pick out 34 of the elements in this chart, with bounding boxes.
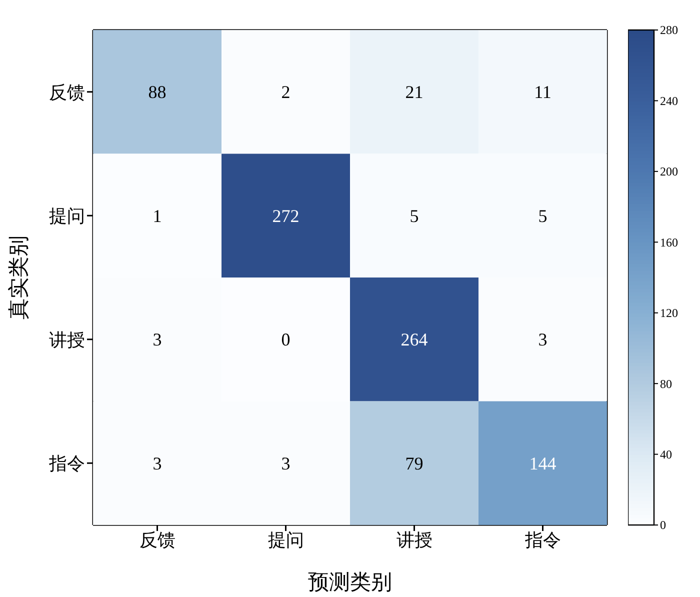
color-bar-label: 280	[660, 23, 678, 38]
data-label: 88	[148, 82, 166, 102]
data-label: 5	[538, 206, 548, 226]
data-label: 0	[281, 330, 290, 350]
data-label: 272	[272, 206, 300, 226]
y-tick-label: 讲授	[49, 330, 85, 350]
data-label: 3	[152, 453, 162, 474]
color-bar-label: 120	[660, 306, 678, 320]
data-label: 11	[534, 82, 552, 102]
data-label: 3	[152, 330, 162, 350]
y-tick-label: 指令	[48, 454, 85, 474]
x-tick-label: 讲授	[396, 530, 432, 550]
data-label: 21	[405, 82, 424, 102]
y-tick-label: 反馈	[49, 82, 85, 102]
x-axis-title: 预测类别	[308, 570, 392, 594]
y-tick-label: 提问	[49, 206, 85, 226]
data-label: 5	[410, 206, 419, 226]
color-bar-label: 40	[660, 447, 672, 462]
x-tick-label: 指令	[524, 530, 561, 550]
data-label: 3	[281, 453, 290, 474]
color-bar-label: 160	[660, 235, 678, 250]
color-bar-label: 0	[660, 518, 666, 532]
y-axis-title: 真实类别	[6, 236, 30, 320]
color-bar-label: 200	[660, 164, 678, 179]
data-label: 1	[152, 206, 162, 226]
data-label: 144	[529, 453, 556, 474]
color-bar-label: 240	[660, 94, 678, 108]
data-label: 264	[400, 330, 428, 350]
x-tick-label: 提问	[268, 530, 304, 550]
data-label: 2	[281, 82, 290, 102]
data-label: 79	[405, 453, 424, 474]
data-label: 3	[538, 330, 548, 350]
color-bar-label: 80	[660, 376, 672, 391]
x-tick-label: 反馈	[139, 530, 176, 550]
